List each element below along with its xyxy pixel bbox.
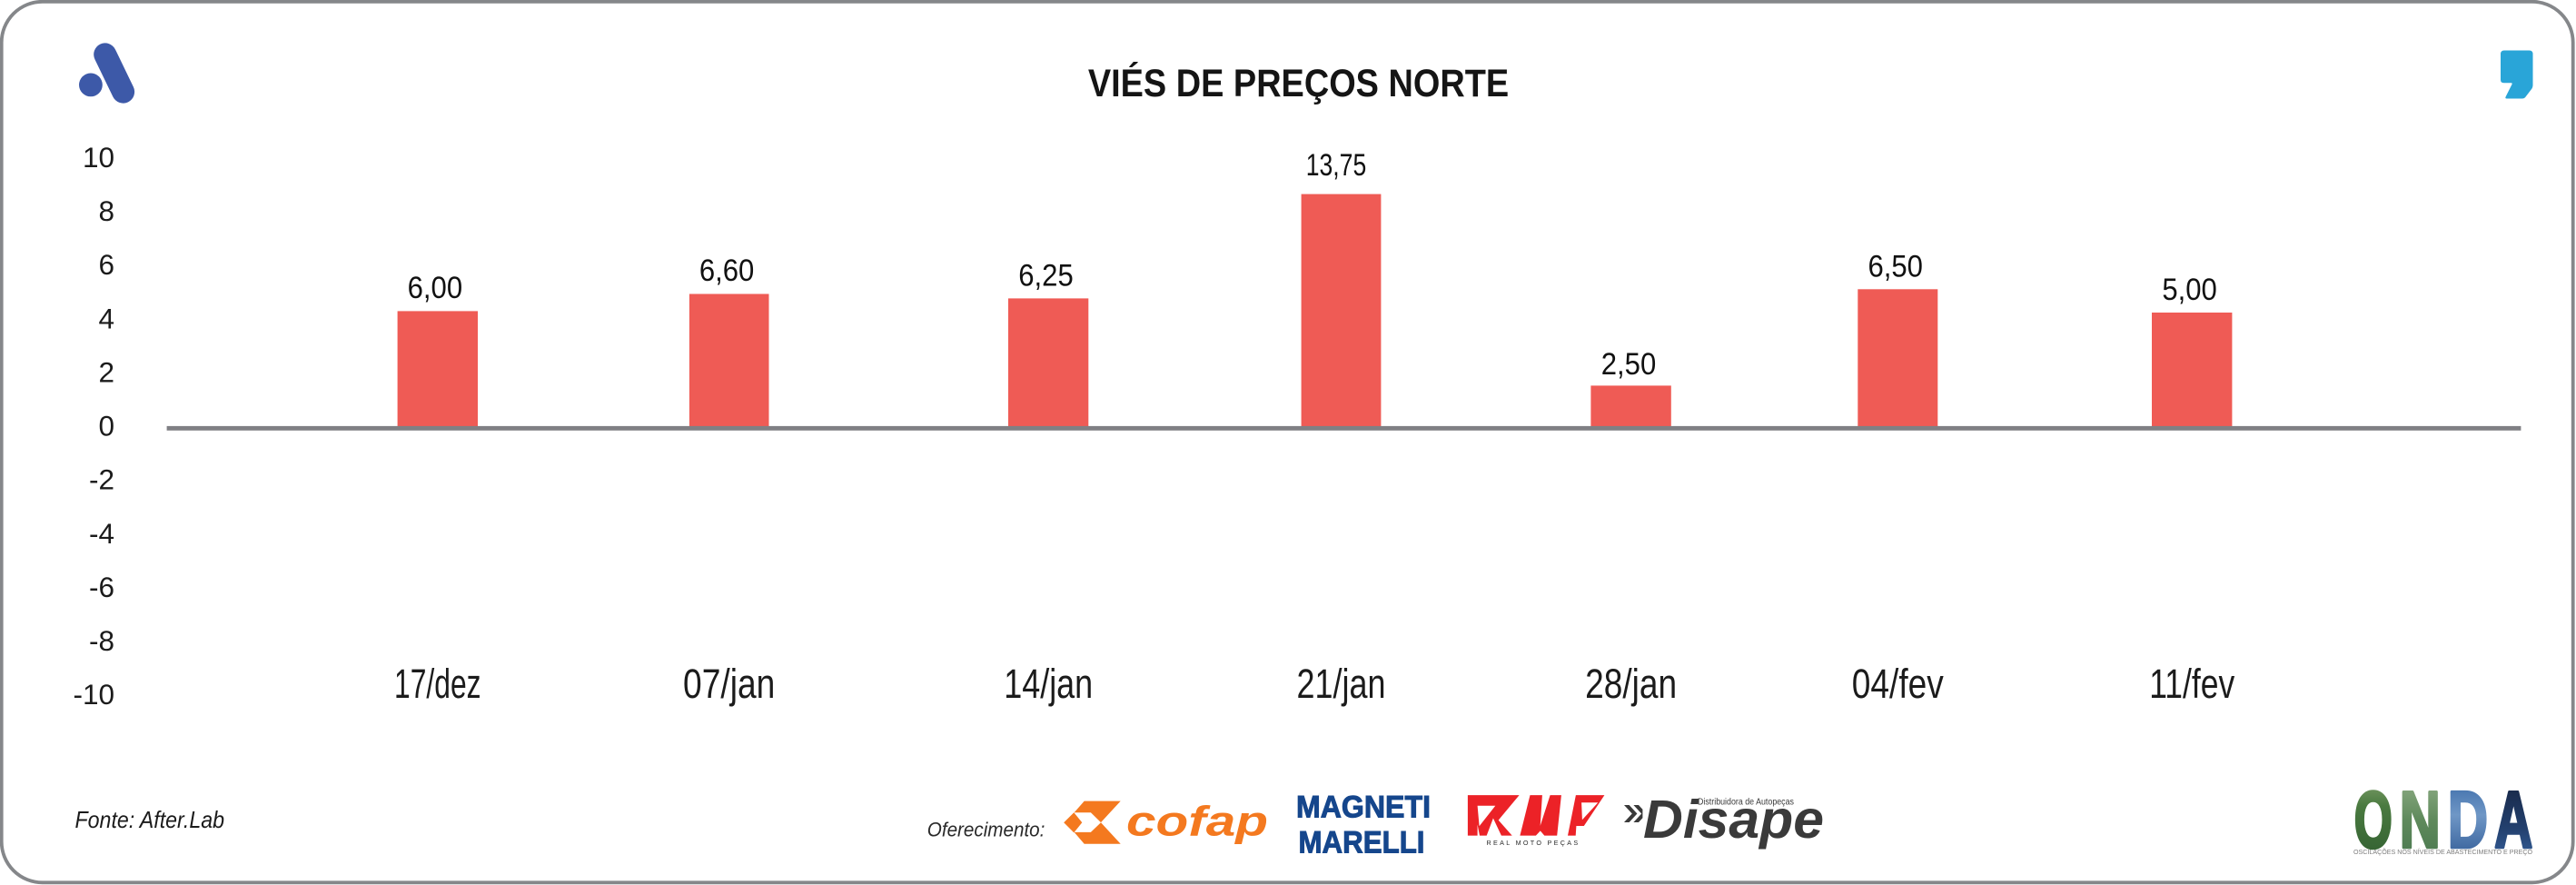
svg-text:13,75: 13,75: [1306, 148, 1367, 183]
svg-text:Disape: Disape: [1643, 790, 1824, 850]
svg-text:O: O: [2354, 774, 2393, 864]
svg-text:REAL MOTO PEÇAS: REAL MOTO PEÇAS: [1487, 839, 1580, 847]
svg-text:N: N: [2400, 774, 2441, 864]
svg-text:-10: -10: [73, 678, 114, 711]
svg-text:17/dez: 17/dez: [394, 661, 481, 707]
svg-text:-2: -2: [89, 463, 114, 496]
svg-text:2: 2: [98, 355, 114, 388]
svg-text:MAGNETI: MAGNETI: [1296, 791, 1431, 825]
svg-text:0: 0: [98, 410, 114, 442]
svg-text:14/jan: 14/jan: [1004, 661, 1093, 707]
svg-text:8: 8: [98, 194, 114, 227]
svg-text:OSCILAÇÕES NOS NÍVEIS DE ABAST: OSCILAÇÕES NOS NÍVEIS DE ABASTECIMENTO E…: [2353, 848, 2533, 856]
svg-text:4: 4: [98, 302, 114, 334]
svg-text:VIÉS DE PREÇOS NORTE: VIÉS DE PREÇOS NORTE: [1088, 62, 1509, 105]
svg-text:Distribuidora de Autopeças: Distribuidora de Autopeças: [1698, 798, 1794, 808]
svg-text:5,00: 5,00: [2162, 273, 2217, 307]
svg-text:6,00: 6,00: [408, 271, 463, 305]
svg-text:10: 10: [83, 141, 114, 174]
svg-text:11/fev: 11/fev: [2149, 661, 2234, 707]
svg-text:6: 6: [98, 248, 114, 281]
svg-text:-8: -8: [89, 624, 114, 657]
svg-text:A: A: [2494, 774, 2532, 864]
svg-text:6,25: 6,25: [1018, 258, 1074, 293]
svg-text:D: D: [2448, 774, 2488, 864]
svg-text:-6: -6: [89, 571, 114, 603]
svg-text:21/jan: 21/jan: [1297, 661, 1386, 707]
svg-text:28/jan: 28/jan: [1585, 661, 1677, 707]
svg-text:6,50: 6,50: [1868, 249, 1923, 283]
svg-text:-4: -4: [89, 517, 114, 550]
svg-text:MARELLI: MARELLI: [1299, 826, 1425, 860]
svg-text:04/fev: 04/fev: [1852, 661, 1944, 707]
svg-text:6,60: 6,60: [699, 254, 755, 288]
svg-text:2,50: 2,50: [1601, 347, 1657, 382]
svg-text:Fonte: After.Lab: Fonte: After.Lab: [75, 806, 225, 833]
svg-text:cofap: cofap: [1126, 798, 1268, 845]
svg-text:Oferecimento:: Oferecimento:: [927, 818, 1045, 840]
svg-text:07/jan: 07/jan: [683, 661, 775, 707]
